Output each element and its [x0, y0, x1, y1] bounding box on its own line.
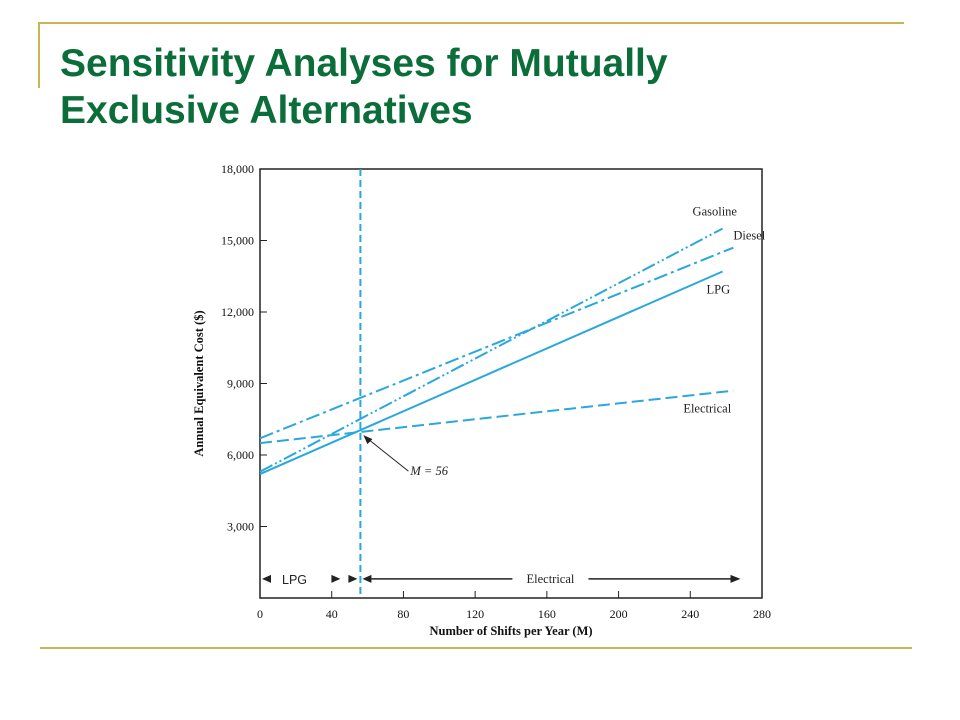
footer-accent-rule: [40, 647, 912, 649]
series-label-lpg: LPG: [707, 282, 731, 296]
y-tick-label: 12,000: [221, 305, 254, 319]
y-tick-label: 9,000: [227, 377, 254, 391]
x-tick-label: 160: [538, 607, 556, 621]
region-electrical-right-arrowhead: [730, 574, 741, 583]
y-tick-label: 18,000: [221, 162, 254, 176]
region-lpg-left-arrowhead: [262, 574, 271, 583]
series-line-gasoline: [259, 227, 724, 473]
series-label-gasoline: Gasoline: [693, 205, 738, 219]
x-tick-label: 280: [753, 607, 771, 621]
region-electrical-label: Electrical: [526, 572, 574, 586]
chart-background: [186, 155, 786, 645]
slide-title-line-1: Sensitivity Analyses for Mutually: [60, 42, 668, 85]
y-tick-label: 6,000: [227, 448, 254, 462]
region-electrical-left-arrowhead: [362, 574, 372, 583]
breakeven-pointer-arrowhead: [363, 435, 373, 445]
series-line-diesel: [259, 246, 734, 440]
title-accent-top-rule: [40, 22, 904, 24]
title-accent-vertical-rule: [38, 22, 40, 88]
y-tick-label: 3,000: [227, 520, 254, 534]
series-line-electrical: [259, 389, 734, 445]
slide-title-line-2: Exclusive Alternatives: [60, 89, 473, 132]
series-line-lpg: [259, 270, 723, 475]
sensitivity-chart: 3,000 6,000 9,000 12,000 15,000 18,000 0 40 80 12…: [186, 155, 786, 645]
series-label-electrical: Electrical: [683, 402, 731, 416]
y-axis-label: Annual Equivalent Cost ($): [192, 310, 206, 456]
breakeven-label: M = 56: [409, 464, 448, 478]
slide-title: Sensitivity Analyses for Mutually Exclus…: [60, 40, 920, 134]
region-divider-arrowhead: [348, 574, 358, 583]
region-lpg-label-box: [274, 568, 320, 589]
region-lpg-label: LPG: [282, 573, 307, 587]
breakeven-pointer: [364, 435, 409, 472]
x-tick-label: 120: [466, 607, 484, 621]
region-lpg-right-arrowhead: [331, 574, 341, 583]
x-tick-label: 240: [681, 607, 699, 621]
series-label-diesel: Diesel: [733, 229, 765, 243]
x-axis-label: Number of Shifts per Year (M): [429, 624, 592, 638]
x-tick-label: 80: [397, 607, 409, 621]
x-tick-label: 0: [257, 607, 263, 621]
x-tick-label: 40: [326, 607, 338, 621]
y-tick-label: 15,000: [221, 234, 254, 248]
x-tick-label: 200: [610, 607, 628, 621]
